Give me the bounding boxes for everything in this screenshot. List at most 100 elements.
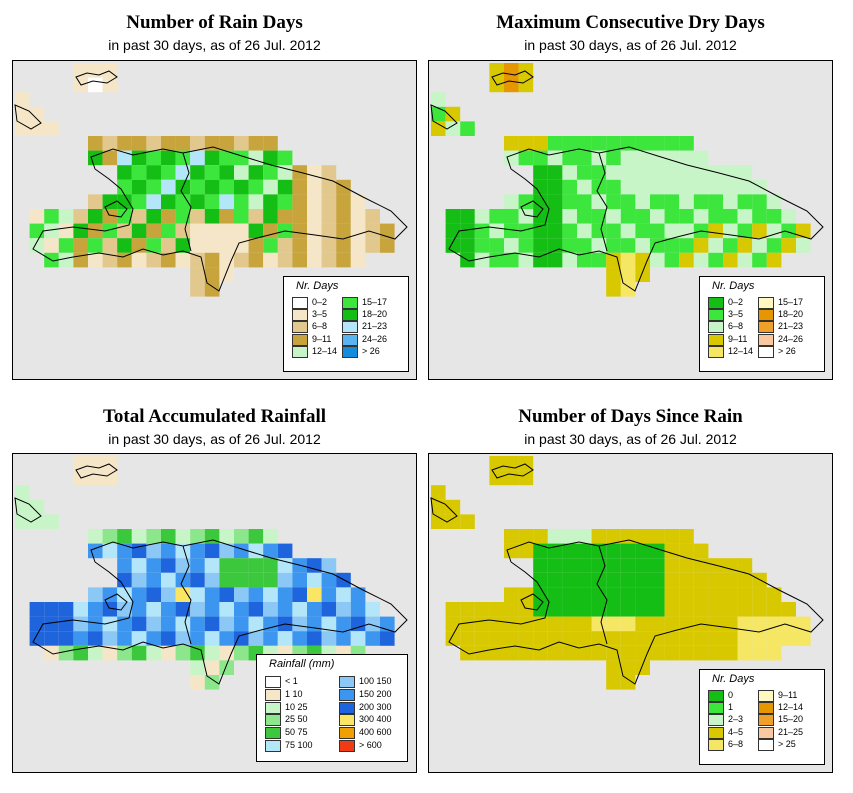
- grid-cell: [248, 631, 264, 646]
- grid-cell: [102, 587, 118, 602]
- grid-cell: [88, 194, 103, 209]
- coastline: [448, 539, 824, 685]
- legend-swatch: [339, 714, 355, 727]
- grid-cell: [635, 165, 650, 180]
- grid-cell: [248, 136, 264, 151]
- grid-cell: [489, 223, 504, 239]
- grid-cell: [248, 616, 264, 632]
- grid-cell: [88, 223, 103, 239]
- grid-cell: [562, 252, 577, 268]
- grid-cell: [620, 543, 636, 559]
- grid-cell: [277, 631, 293, 646]
- grid-cell: [307, 209, 322, 224]
- grid-cell: [263, 238, 278, 253]
- legend-swatch: [708, 738, 724, 751]
- grid-cell: [577, 223, 592, 239]
- grid-cell: [562, 645, 577, 661]
- grid-cell: [73, 631, 88, 646]
- grid-cell: [365, 238, 380, 253]
- legend-label: 400 600: [359, 727, 392, 738]
- grid-cell: [234, 645, 249, 661]
- grid-cell: [131, 572, 147, 588]
- grid-cell: [336, 194, 351, 209]
- legend-swatch: [265, 740, 281, 752]
- grid-cell: [577, 529, 592, 544]
- grid-cell: [248, 165, 264, 180]
- grid-cell: [117, 602, 132, 617]
- grid-cell: [460, 223, 475, 239]
- grid-cell: [234, 194, 249, 209]
- grid-cell: [161, 238, 176, 253]
- grid-cell: [752, 194, 767, 209]
- grid-cell: [635, 543, 650, 559]
- grid-map: [14, 63, 408, 297]
- grid-cell: [664, 223, 680, 239]
- grid-cell: [146, 631, 161, 646]
- legend-swatch: [292, 297, 308, 309]
- grid-cell: [708, 223, 723, 239]
- legend-swatch: [758, 714, 774, 727]
- grid-cell: [263, 150, 278, 166]
- grid-cell: [29, 238, 45, 253]
- legend-swatch: [342, 345, 358, 358]
- grid-cell: [650, 616, 665, 632]
- grid-cell: [547, 209, 563, 224]
- grid-cell: [577, 558, 592, 573]
- grid-cell: [562, 572, 577, 588]
- grid-cell: [533, 165, 548, 180]
- grid-cell: [708, 587, 723, 602]
- grid-cell: [606, 252, 621, 268]
- grid-cell: [737, 602, 753, 617]
- grid-cell: [146, 572, 161, 588]
- grid-cell: [234, 558, 249, 573]
- grid-map: [430, 63, 824, 297]
- grid-cell: [102, 645, 118, 661]
- grid-cell: [752, 238, 767, 253]
- grid-cell: [620, 238, 636, 253]
- grid-cell: [445, 106, 461, 122]
- grid-cell: [204, 529, 220, 544]
- grid-cell: [635, 150, 650, 166]
- grid-cell: [737, 209, 753, 224]
- grid-cell: [175, 223, 191, 239]
- grid-cell: [504, 645, 519, 661]
- grid-cell: [606, 587, 621, 602]
- grid-cell: [146, 558, 161, 573]
- grid-cell: [219, 660, 234, 675]
- panel-subtitle: in past 30 days, as of 26 Jul. 2012: [524, 37, 737, 53]
- grid-cell: [146, 238, 161, 253]
- legend-label: 12–14: [778, 702, 804, 713]
- grid-cell: [562, 223, 577, 239]
- grid-cell: [190, 165, 205, 180]
- grid-cell: [321, 252, 337, 268]
- grid-cell: [620, 209, 636, 224]
- grid-cell: [190, 282, 205, 297]
- grid-cell: [606, 616, 621, 632]
- coastline: [520, 200, 544, 218]
- grid-cell: [161, 165, 176, 180]
- grid-cell: [117, 136, 132, 151]
- grid-cell: [131, 587, 147, 602]
- grid-cell: [292, 602, 307, 617]
- grid-cell: [766, 223, 782, 239]
- grid-cell: [117, 572, 132, 588]
- coastline: [491, 463, 534, 479]
- grid-cell: [190, 631, 205, 646]
- grid-cell: [679, 165, 694, 180]
- grid-cell: [518, 587, 534, 602]
- coastline: [104, 593, 128, 611]
- grid-cell: [679, 543, 694, 559]
- grid-cell: [58, 616, 74, 632]
- grid-cell: [650, 631, 665, 646]
- legend-label: 6–8: [728, 738, 744, 749]
- grid-cell: [620, 660, 636, 675]
- grid-cell: [321, 209, 337, 224]
- grid-cell: [445, 223, 461, 239]
- grid-cell: [336, 252, 351, 268]
- grid-cell: [693, 602, 709, 617]
- legend-label: 9–11: [312, 333, 332, 344]
- grid-cell: [533, 631, 548, 646]
- grid-cell: [102, 209, 118, 224]
- coastline: [520, 593, 544, 611]
- grid-cell: [708, 572, 723, 588]
